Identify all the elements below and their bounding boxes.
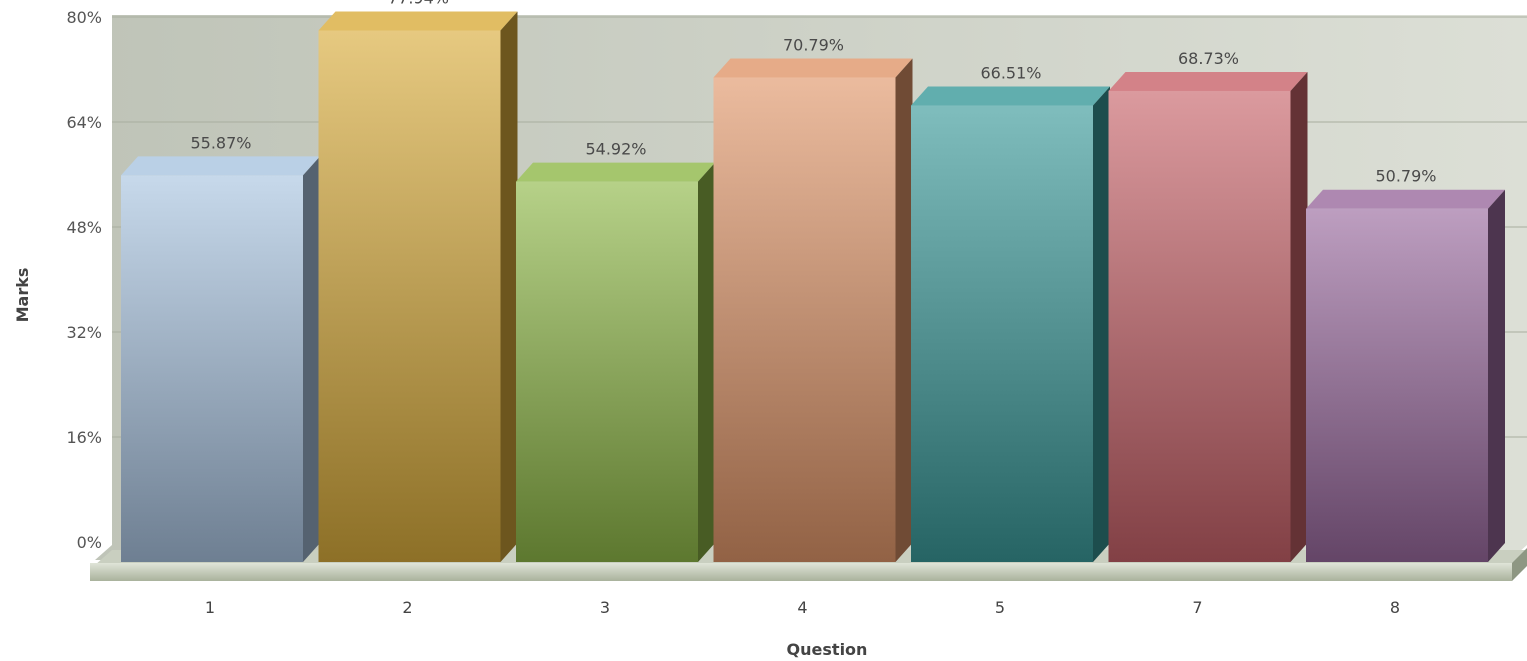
y-tick-label: 16%	[66, 428, 102, 447]
bar-side	[500, 11, 518, 563]
bar-3	[516, 162, 715, 562]
bar-top	[318, 11, 518, 31]
x-tick-label: 7	[1192, 598, 1202, 617]
bar-front	[516, 181, 698, 562]
bar-front	[318, 30, 501, 563]
x-tick-label: 1	[205, 598, 215, 617]
bar-side	[1488, 189, 1505, 563]
bar-1	[121, 156, 320, 562]
bar-top	[911, 86, 1110, 106]
value-label: 54.92%	[585, 140, 646, 159]
x-axis-ticks: 1 2 3 4 5 7 8	[205, 598, 1400, 617]
y-tick-label: 64%	[66, 113, 102, 132]
y-tick-label: 32%	[66, 323, 102, 342]
y-tick-label: 48%	[66, 218, 102, 237]
y-axis-title: Marks	[13, 268, 32, 323]
bar-front	[911, 105, 1093, 562]
bar-top	[1108, 71, 1308, 91]
bar-top	[1306, 189, 1505, 209]
bar-7	[1108, 71, 1308, 562]
bar-8	[1306, 189, 1505, 563]
y-axis-ticks: 0% 16% 32% 48% 64% 80%	[66, 8, 102, 552]
x-tick-label: 5	[995, 598, 1005, 617]
bar-front	[1306, 208, 1488, 563]
bar-side	[895, 58, 913, 563]
bar-top	[121, 156, 320, 176]
bar-2	[318, 11, 518, 563]
value-label: 70.79%	[783, 35, 844, 54]
bar-5	[911, 86, 1110, 562]
bar-front	[121, 175, 303, 562]
bar-side	[1290, 71, 1308, 562]
value-label: 66.51%	[980, 64, 1041, 83]
bar-4	[713, 58, 913, 563]
x-tick-label: 2	[402, 598, 412, 617]
bar-front	[1108, 90, 1291, 562]
value-label: 77.94%	[388, 0, 449, 8]
x-axis-title: Question	[787, 640, 868, 659]
bar-side	[303, 156, 320, 562]
x-tick-label: 4	[797, 598, 807, 617]
y-tick-label: 80%	[66, 8, 102, 27]
bar-side	[698, 162, 715, 562]
bar-front	[713, 77, 896, 563]
value-label: 68.73%	[1178, 49, 1239, 68]
y-tick-label: 0%	[77, 533, 102, 552]
value-labels: 55.87% 77.94% 54.92% 70.79% 66.51% 68.73% 50.7…	[190, 0, 1436, 186]
bars	[121, 11, 1505, 563]
bar-top	[516, 162, 715, 182]
value-label: 55.87%	[190, 133, 251, 152]
bar-side	[1093, 86, 1110, 562]
x-tick-label: 3	[600, 598, 610, 617]
x-tick-label: 8	[1390, 598, 1400, 617]
value-label: 50.79%	[1375, 167, 1436, 186]
bar-top	[713, 58, 913, 78]
